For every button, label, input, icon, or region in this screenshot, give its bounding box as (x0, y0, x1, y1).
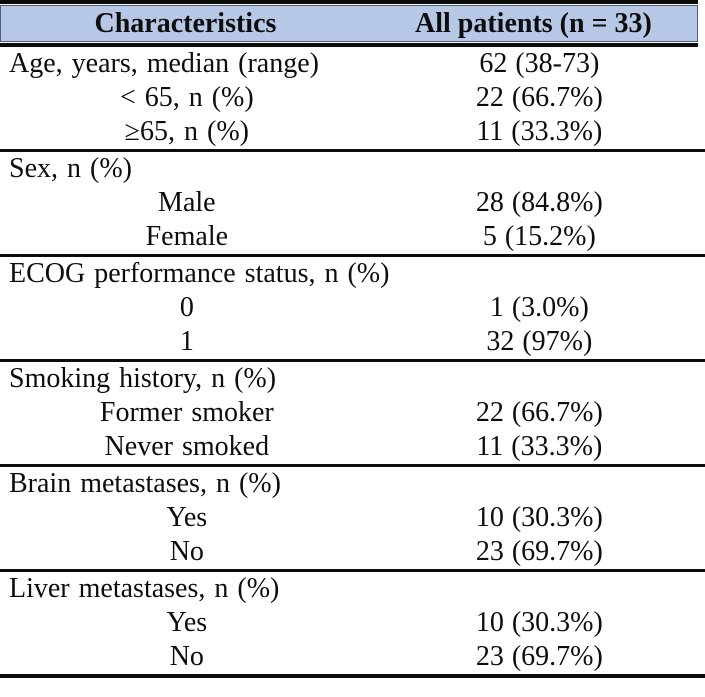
row-label: No (169, 536, 204, 567)
row-label: Sex, n (%) (9, 153, 132, 184)
table-row: Female 5 (15.2%) (0, 220, 705, 254)
row-value: 23 (69.7%) (475, 536, 603, 567)
row-value (374, 467, 705, 501)
row-value (374, 572, 705, 606)
table-row: Yes 10 (30.3%) (0, 606, 705, 640)
row-label: ≥65, n (%) (124, 116, 249, 147)
row-label: Yes (166, 607, 208, 638)
row-label: Brain metastases, n (%) (9, 468, 281, 499)
header-band: Characteristics All patients (n = 33) (0, 5, 698, 42)
row-label: Former smoker (99, 397, 274, 428)
table-section: ECOG performance status, n (%) 0 1 (3.0%) 1… (0, 257, 705, 362)
table-row: Former smoker 22 (66.7%) (0, 396, 705, 430)
table-section: Smoking history, n (%) Former smoker 22 (6… (0, 362, 705, 467)
table-row: 1 32 (97%) (0, 325, 705, 359)
row-label: Never smoked (104, 431, 270, 462)
row-value: 28 (84.8%) (475, 187, 603, 218)
table-row: 0 1 (3.0%) (0, 291, 705, 325)
row-value: 22 (66.7%) (475, 82, 603, 113)
table-row: < 65, n (%) 22 (66.7%) (0, 81, 705, 115)
table-section: Liver metastases, n (%) Yes 10 (30.3%) No 23… (0, 572, 705, 678)
row-value: 23 (69.7%) (475, 641, 603, 672)
row-label: 0 (179, 292, 194, 323)
header-cell-all-patients: All patients (n = 33) (415, 7, 652, 39)
row-value: 22 (66.7%) (475, 397, 603, 428)
row-label: Smoking history, n (%) (9, 363, 277, 394)
row-label: Yes (166, 502, 208, 533)
row-label: No (169, 641, 204, 672)
table-section: Brain metastases, n (%) Yes 10 (30.3%) No 23… (0, 467, 705, 572)
row-value: 10 (30.3%) (475, 607, 603, 638)
row-value: 5 (15.2%) (482, 221, 596, 252)
row-value: 11 (33.3%) (476, 116, 603, 147)
row-label: ECOG performance status, n (%) (9, 258, 390, 289)
header-bottom-rule (0, 43, 698, 47)
row-value: 62 (38-73) (479, 48, 600, 79)
header-cell-characteristics: Characteristics (94, 7, 277, 39)
row-value: 10 (30.3%) (475, 502, 603, 533)
row-label: < 65, n (%) (119, 82, 254, 113)
row-value: 1 (3.0%) (489, 292, 589, 323)
table-row: Male 28 (84.8%) (0, 186, 705, 220)
table-row: Smoking history, n (%) (0, 362, 705, 396)
row-label: Liver metastases, n (%) (9, 573, 280, 604)
table-row: Age, years, median (range) 62 (38-73) (0, 47, 705, 81)
row-value (374, 152, 705, 186)
row-label: Female (145, 221, 229, 252)
table-row: Liver metastases, n (%) (0, 572, 705, 606)
table-row: Never smoked 11 (33.3%) (0, 430, 705, 464)
row-label: Male (158, 187, 216, 218)
row-label: Age, years, median (range) (9, 48, 319, 79)
row-value: 32 (97%) (486, 326, 593, 357)
table-row: ECOG performance status, n (%) (0, 257, 705, 291)
row-label: 1 (179, 326, 194, 357)
row-value (389, 257, 705, 291)
table-body: Age, years, median (range) 62 (38-73) < 65… (0, 47, 705, 678)
table-row: No 23 (69.7%) (0, 640, 705, 674)
table-row: Yes 10 (30.3%) (0, 501, 705, 535)
table-row: Sex, n (%) (0, 152, 705, 186)
top-rule (0, 0, 698, 4)
row-value: 11 (33.3%) (476, 431, 603, 462)
table-section: Sex, n (%) Male 28 (84.8%) Female 5 (15.2%) (0, 152, 705, 257)
table-row: ≥65, n (%) 11 (33.3%) (0, 115, 705, 149)
row-value (374, 362, 705, 396)
table-header: Characteristics All patients (n = 33) (0, 0, 698, 47)
table-row: Brain metastases, n (%) (0, 467, 705, 501)
table-section: Age, years, median (range) 62 (38-73) < 65… (0, 47, 705, 152)
table-row: No 23 (69.7%) (0, 535, 705, 569)
